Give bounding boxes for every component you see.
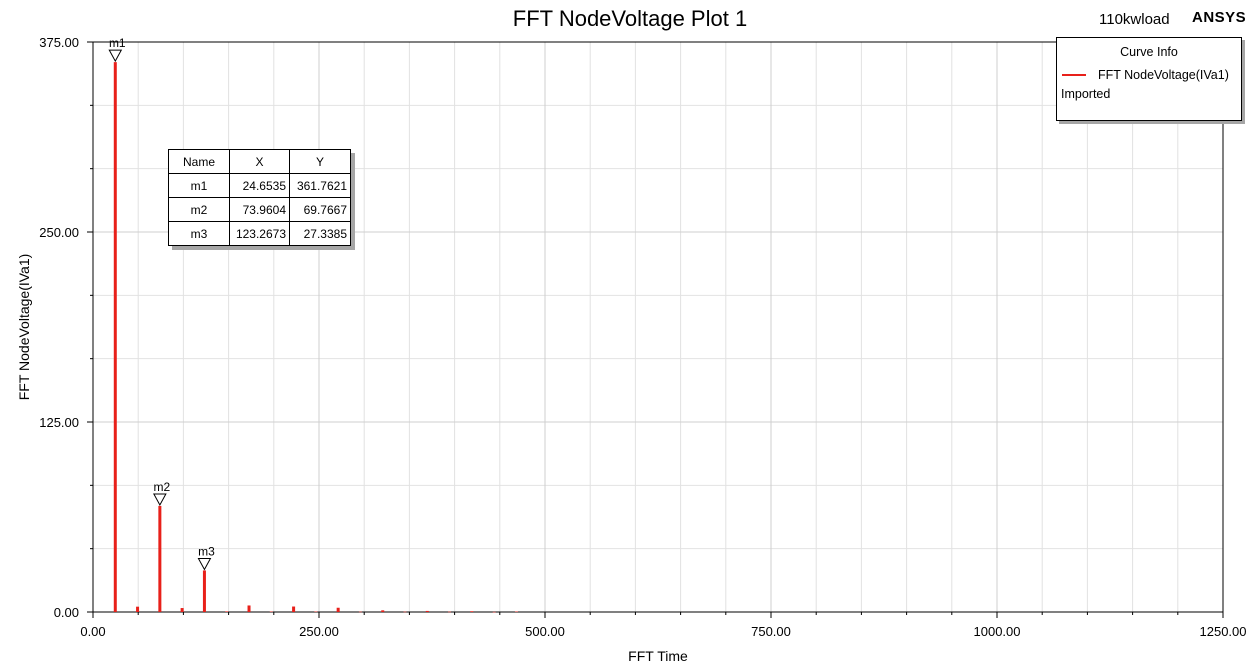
x-tick-label: 0.00 (80, 624, 105, 639)
y-axis-label: FFT NodeVoltage(IVa1) (16, 254, 32, 401)
fft-bar (448, 611, 452, 613)
fft-bar (314, 611, 318, 613)
y-tick-label: 0.00 (54, 605, 79, 620)
fft-bar (358, 611, 362, 613)
fft-bar (158, 505, 162, 612)
marker-y-cell: 27.3385 (289, 221, 351, 246)
x-tick-label: 500.00 (525, 624, 565, 639)
fft-bar (336, 607, 340, 612)
marker-name-cell: m3 (168, 221, 230, 246)
y-tick-label: 375.00 (39, 35, 79, 50)
marker-table-header-row: Name X Y (168, 149, 351, 174)
fft-bar (136, 606, 140, 612)
marker-table-row: m3 123.2673 27.3385 (168, 221, 351, 246)
legend-line-swatch (1062, 74, 1086, 76)
marker-label: m2 (154, 480, 171, 494)
marker-x-cell: 73.9604 (229, 197, 290, 222)
legend-sub-label: Imported (1061, 87, 1111, 101)
fft-bar (470, 611, 474, 612)
fft-bar (269, 611, 273, 613)
marker-table[interactable]: Name X Y m1 24.6535 361.7621 m2 73.9604 … (168, 149, 351, 246)
marker-table-header: Y (289, 149, 351, 174)
marker-name-cell: m1 (168, 173, 230, 198)
legend-title: Curve Info (1120, 45, 1178, 59)
x-tick-label: 1000.00 (974, 624, 1021, 639)
x-tick-label: 750.00 (751, 624, 791, 639)
project-name: 110kwload (1099, 11, 1170, 28)
marker-table-header: X (229, 149, 290, 174)
legend-entry[interactable]: FFT NodeVoltage(IVa1) (1062, 68, 1229, 82)
x-tick-label: 1250.00 (1200, 624, 1247, 639)
plot-area-frame (92, 41, 1224, 613)
fft-bar (247, 605, 251, 612)
marker-label: m3 (198, 544, 215, 558)
marker-y-cell: 361.7621 (289, 173, 351, 198)
fft-bar (225, 611, 229, 612)
legend-series-label: FFT NodeVoltage(IVa1) (1098, 68, 1229, 82)
marker-table-row: m2 73.9604 69.7667 (168, 197, 351, 222)
marker-table-row: m1 24.6535 361.7621 (168, 173, 351, 198)
curve-info-legend[interactable]: Curve Info FFT NodeVoltage(IVa1) Importe… (1056, 37, 1242, 121)
marker-triangle-icon (108, 49, 123, 63)
marker-x-cell: 24.6535 (229, 173, 290, 198)
plot-title: FFT NodeVoltage Plot 1 (512, 6, 748, 31)
marker-triangle-icon (153, 493, 167, 506)
fft-bar (514, 611, 518, 613)
marker-y-cell: 69.7667 (289, 197, 351, 222)
marker-triangle-icon (197, 557, 212, 571)
x-axis-label: FFT Time (628, 648, 688, 664)
marker-x-cell: 123.2673 (229, 221, 290, 246)
fft-bar (113, 62, 117, 613)
fft-bar (381, 610, 385, 612)
fft-bar (292, 606, 296, 612)
brand-logo-text: ANSYS (1192, 9, 1247, 26)
marker-table-header: Name (168, 149, 230, 174)
fft-bar (202, 570, 206, 612)
y-tick-label: 250.00 (39, 225, 79, 240)
marker-label: m1 (109, 36, 126, 50)
marker-name-cell: m2 (168, 197, 230, 222)
fft-bar (180, 608, 184, 612)
y-tick-label: 125.00 (39, 415, 79, 430)
fft-bar (403, 611, 407, 613)
x-tick-label: 250.00 (299, 624, 339, 639)
fft-bar (425, 610, 429, 612)
fft-bar (492, 611, 496, 613)
